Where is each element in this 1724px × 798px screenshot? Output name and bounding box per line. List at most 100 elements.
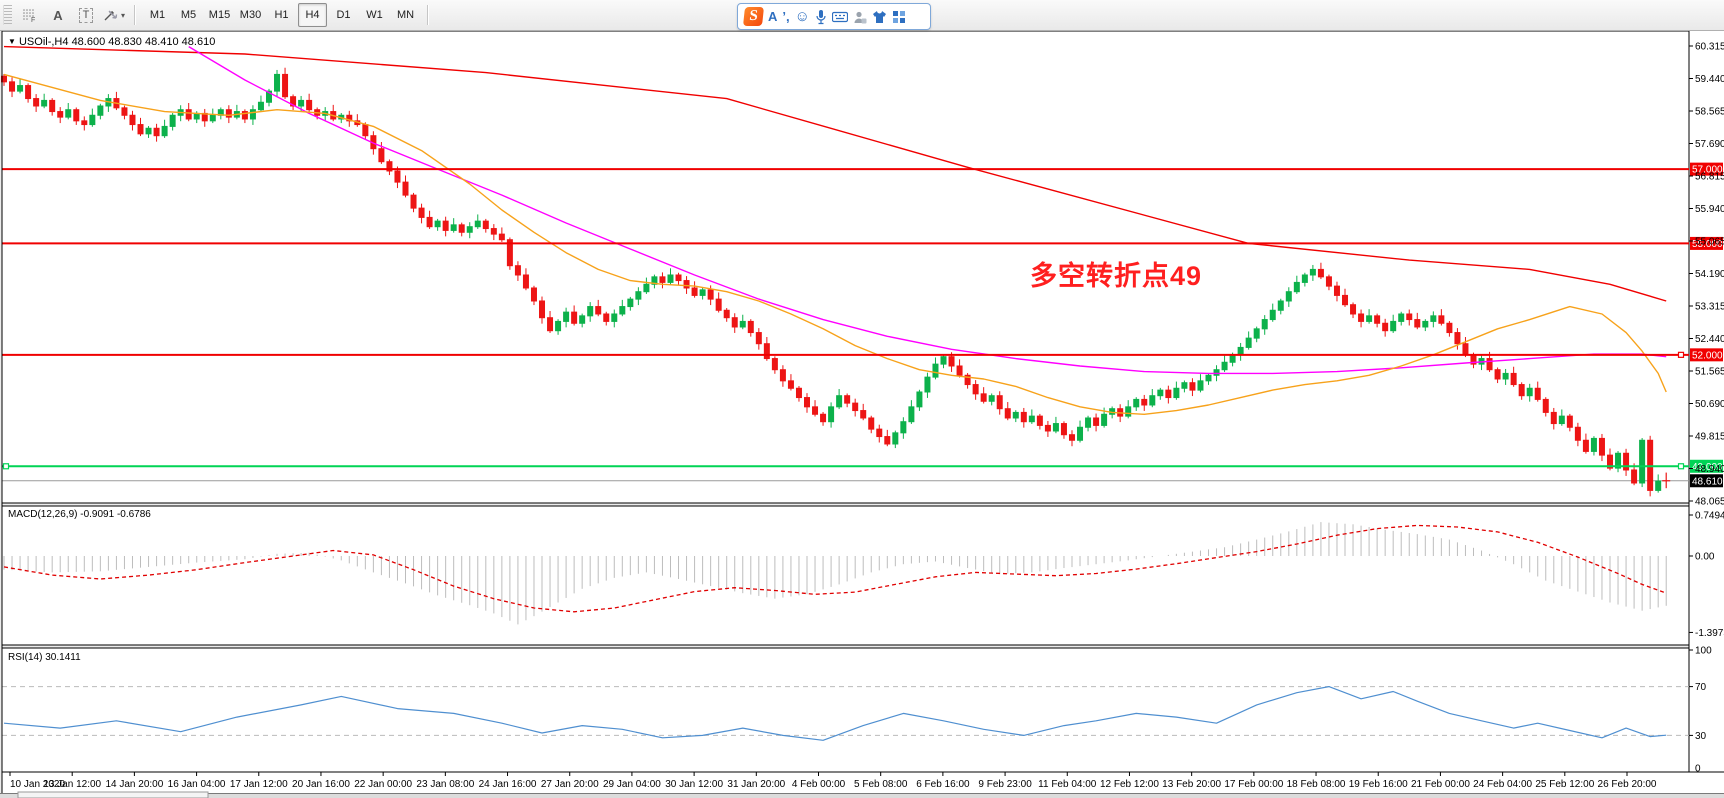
candle-body [378, 148, 385, 163]
candle-body [812, 406, 819, 415]
hline-handle[interactable] [1677, 351, 1685, 358]
timeframe-m15[interactable]: M15 [208, 9, 231, 21]
candle-body [1004, 408, 1011, 419]
chart-text-annotation[interactable]: 多空转折点49 [1030, 261, 1203, 291]
text-label-tool-button[interactable]: A [45, 3, 71, 27]
collapse-triangle-icon[interactable]: ▼ [8, 37, 16, 46]
candle-body [908, 406, 915, 423]
hline-handle[interactable] [1677, 463, 1685, 470]
candle-body [490, 228, 497, 235]
candle-body [1060, 423, 1067, 436]
candle-body [1020, 411, 1027, 423]
text-box-tool-button[interactable]: T [73, 3, 99, 27]
microphone-icon[interactable] [815, 9, 827, 25]
ime-language-toggle[interactable]: A [768, 9, 778, 24]
candle-body [1197, 380, 1204, 391]
toolbox-grid-icon[interactable] [892, 10, 906, 24]
rsi-axis-label: 70 [1695, 682, 1707, 693]
price-axis-column[interactable] [1689, 31, 1724, 772]
candle-body [9, 81, 16, 92]
drawing-tools-group: F A T ▾ [16, 0, 128, 30]
sogou-logo-icon[interactable]: S [743, 7, 764, 26]
scrollbar-thumb[interactable] [17, 791, 209, 798]
timeframe-h4-active[interactable]: H4 [298, 3, 327, 27]
candle-body [731, 317, 738, 328]
keyboard-icon[interactable] [831, 11, 848, 23]
timeframe-m30[interactable]: M30 [239, 9, 262, 21]
candle-body [402, 181, 409, 196]
time-tick-label: 10 Jan 2020 [10, 779, 65, 790]
candle-body [924, 376, 931, 393]
candle-body [506, 239, 513, 267]
candle-body [121, 107, 128, 116]
toolbar-grip[interactable] [3, 5, 12, 25]
candle-body [498, 233, 505, 241]
candle-body [1430, 315, 1437, 322]
main-chart-panel[interactable] [1, 30, 1690, 504]
price-tick-label: 59.440 [1695, 74, 1724, 85]
current-price-flag [1690, 474, 1723, 488]
emoji-icon[interactable]: ☺ [794, 8, 810, 25]
candle-body [1494, 369, 1501, 380]
candle-body [1398, 313, 1405, 322]
candle-body [763, 343, 770, 360]
candle-body [1093, 417, 1100, 426]
candle-body [73, 109, 80, 122]
cursor-tools-button[interactable]: ▾ [101, 3, 127, 27]
price-tick-label: 48.940 [1695, 464, 1724, 475]
time-tick-label: 25 Feb 12:00 [1535, 779, 1594, 790]
candle-body [940, 356, 947, 365]
hline-price-flag-text: 55.000 [1692, 239, 1723, 250]
timeframe-m1[interactable]: M1 [149, 9, 166, 21]
candle-body [860, 410, 867, 419]
toolbar-separator [134, 5, 136, 25]
rsi-content [2, 685, 1689, 741]
timeframe-d1[interactable]: D1 [336, 9, 351, 21]
timeframe-h1[interactable]: H1 [274, 9, 289, 21]
timeframe-group: M1 M5 M15 M30 H1 H4 D1 W1 MN [142, 0, 421, 30]
candle-body [1558, 415, 1565, 425]
hline-price-flag-text: 57.000 [1692, 165, 1723, 176]
candle-body [129, 114, 136, 126]
price-tick-label: 52.440 [1695, 334, 1724, 345]
candle-body [699, 289, 706, 296]
candle-body [1422, 320, 1429, 328]
candle-body [1133, 398, 1140, 408]
crossed-arrows-icon [104, 10, 118, 21]
timeframe-w1[interactable]: W1 [366, 9, 383, 21]
time-tick-label: 29 Jan 04:00 [603, 779, 661, 790]
macd-panel[interactable] [1, 505, 1690, 646]
price-tick-label: 60.315 [1695, 42, 1724, 53]
candle-body [1639, 439, 1646, 484]
ime-punctuation-toggle[interactable]: ’, [782, 9, 790, 24]
time-tick-label: 19 Feb 16:00 [1349, 779, 1408, 790]
time-tick-label: 24 Jan 16:00 [479, 779, 537, 790]
rsi-axis-label: 0 [1695, 764, 1701, 775]
candle-body [1655, 480, 1662, 491]
candle-body [916, 391, 923, 408]
macd-indicator-label: MACD(12,26,9) -0.9091 -0.6786 [8, 509, 151, 520]
candlesticks [1, 67, 1671, 497]
skin-tshirt-icon[interactable] [872, 10, 887, 24]
timeframe-m5[interactable]: M5 [180, 9, 197, 21]
time-tick-label: 21 Feb 00:00 [1411, 779, 1470, 790]
candle-body [514, 265, 521, 276]
candle-body [81, 120, 88, 126]
timeframe-mn[interactable]: MN [396, 9, 415, 21]
candle-body [1036, 415, 1043, 426]
candle-body [1317, 268, 1324, 278]
candle-body [241, 111, 248, 120]
grid-template-button[interactable]: F [17, 3, 43, 27]
candle-body [89, 114, 96, 126]
user-account-icon[interactable] [853, 10, 867, 24]
candle-body [1277, 300, 1284, 311]
candle-body [1044, 424, 1051, 432]
hline-handle[interactable] [2, 463, 10, 470]
price-tick-label: 49.815 [1695, 431, 1724, 442]
candle-body [595, 306, 602, 315]
rsi-panel[interactable] [1, 647, 1690, 773]
candle-body [394, 170, 401, 183]
time-axis-strip[interactable] [2, 772, 1724, 793]
chart-title[interactable]: ▼ USOil-,H4 48.600 48.830 48.410 48.610 [8, 36, 215, 48]
